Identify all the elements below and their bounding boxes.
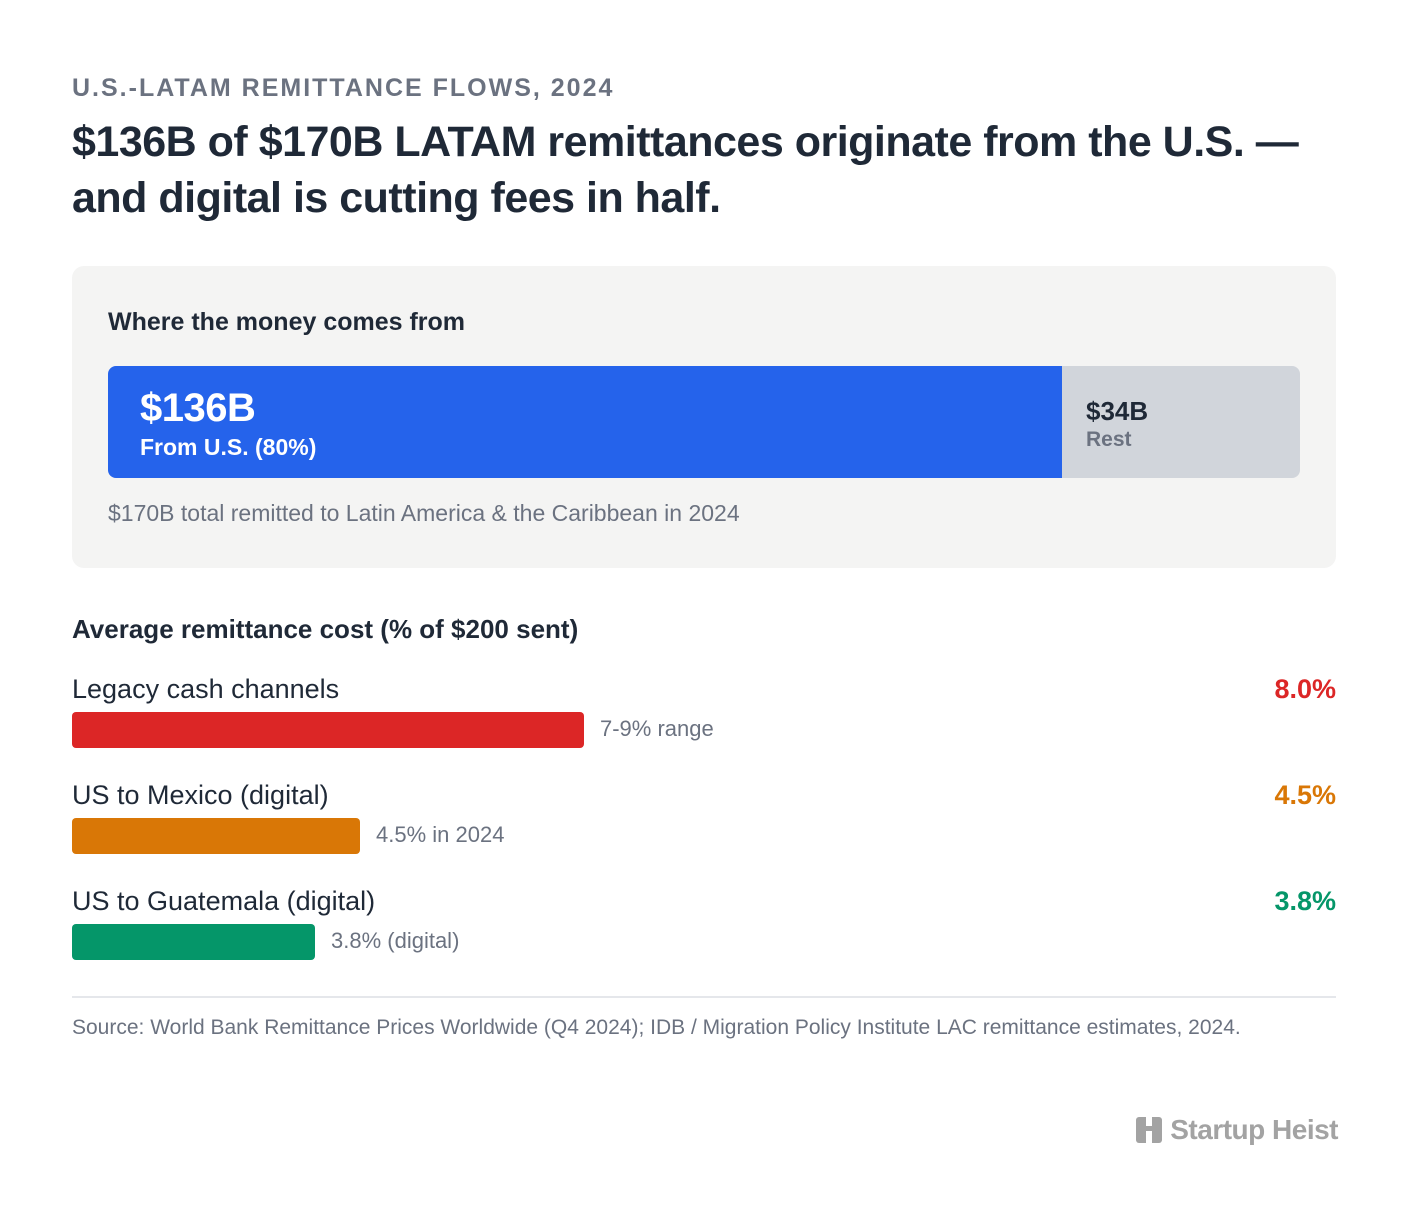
- rest-segment: $34B Rest: [1062, 366, 1300, 478]
- cost-bar: [72, 924, 315, 960]
- cost-row-label: Legacy cash channels: [72, 674, 340, 704]
- cost-bar: [72, 712, 584, 748]
- cost-row: Legacy cash channels 8.0% 7-9% range: [72, 674, 1336, 764]
- origin-stacked-bar: $136B From U.S. (80%) $34B Rest: [108, 366, 1300, 478]
- cost-bar-note: 7-9% range: [600, 716, 714, 741]
- cost-bar: [72, 818, 360, 854]
- rest-label: Rest: [1086, 428, 1132, 451]
- headline: $136B of $170B LATAM remittances origina…: [72, 118, 1299, 222]
- cost-section-title: Average remittance cost (% of $200 sent): [72, 614, 579, 644]
- us-label: From U.S. (80%): [140, 434, 317, 460]
- origin-panel-note: $170B total remitted to Latin America & …: [108, 500, 740, 526]
- cost-bar-note: 4.5% in 2024: [376, 822, 505, 847]
- cost-row: US to Mexico (digital) 4.5% 4.5% in 2024: [72, 780, 1336, 870]
- source-note: Source: World Bank Remittance Prices Wor…: [72, 1016, 1241, 1039]
- eyebrow: U.S.-LATAM REMITTANCE FLOWS, 2024: [72, 74, 615, 102]
- rest-value: $34B: [1086, 396, 1149, 426]
- us-value: $136B: [140, 386, 256, 430]
- cost-row-value: 3.8%: [1274, 886, 1336, 916]
- brand-name: Startup Heist: [1170, 1114, 1338, 1145]
- divider: [72, 996, 1336, 998]
- cost-row-value: 4.5%: [1274, 780, 1336, 810]
- cost-row-label: US to Guatemala (digital): [72, 886, 376, 916]
- origin-panel-title: Where the money comes from: [108, 308, 466, 336]
- us-segment: $136B From U.S. (80%): [108, 366, 1062, 478]
- cost-row-label: US to Mexico (digital): [72, 780, 329, 810]
- cost-bar-note: 3.8% (digital): [331, 928, 460, 953]
- building-icon: [1136, 1117, 1163, 1143]
- origin-panel: Where the money comes from $136B From U.…: [72, 266, 1336, 568]
- cost-row-value: 8.0%: [1274, 674, 1336, 704]
- brand: Startup Heist: [1136, 1114, 1338, 1146]
- cost-row: US to Guatemala (digital) 3.8% 3.8% (digit…: [72, 886, 1336, 976]
